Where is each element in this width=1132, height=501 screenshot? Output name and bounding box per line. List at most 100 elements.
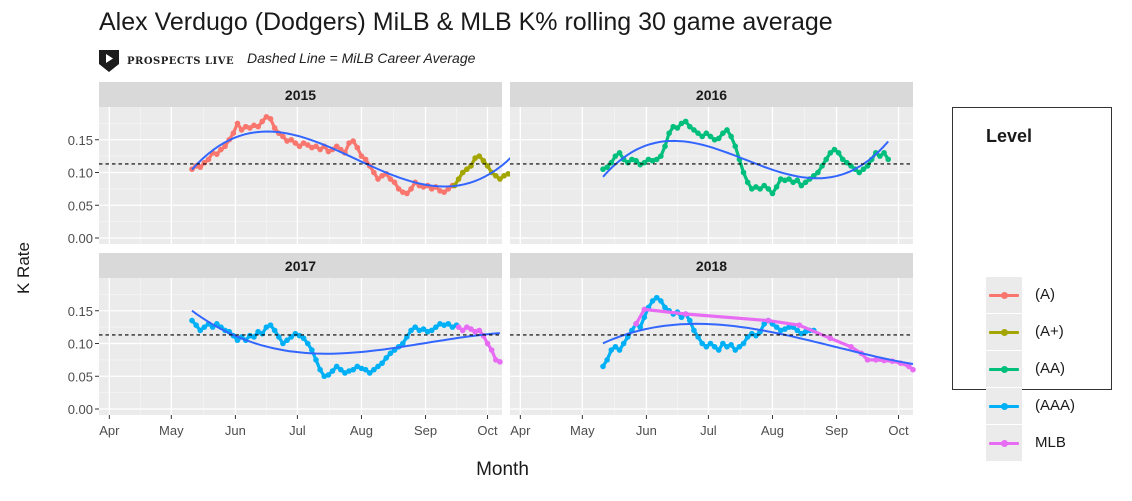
data-point: [480, 157, 487, 164]
logo-text: PROSPECTS LIVE: [127, 55, 235, 67]
y-tick-label: 0.10: [68, 337, 93, 352]
data-point: [214, 151, 220, 157]
data-point: [408, 186, 414, 192]
data-point: [687, 123, 693, 130]
data-point: [259, 118, 266, 125]
data-point: [604, 357, 610, 363]
data-point: [271, 327, 278, 334]
data-point: [317, 146, 323, 153]
data-point: [476, 153, 483, 159]
data-point: [753, 332, 759, 339]
data-point: [255, 123, 261, 130]
facet-strip: [99, 253, 502, 278]
data-point: [300, 335, 307, 342]
data-point: [280, 133, 286, 140]
data-point: [703, 130, 710, 136]
data-point: [333, 363, 340, 370]
legend-title: Level: [986, 126, 1033, 146]
panel-background: [99, 107, 502, 244]
data-point: [625, 334, 631, 340]
data-point: [612, 153, 619, 159]
data-point: [404, 334, 410, 340]
data-point: [362, 366, 369, 373]
x-tick-label: Jul: [289, 423, 306, 438]
data-point: [608, 159, 615, 166]
data-point: [773, 324, 780, 330]
data-point: [222, 143, 228, 150]
smooth-trend-line: [191, 130, 513, 188]
x-tick-label: Oct: [477, 423, 498, 438]
data-point: [616, 150, 623, 156]
data-point: [662, 143, 668, 150]
data-point: [325, 372, 332, 378]
data-point: [724, 127, 730, 133]
data-point: [827, 335, 834, 342]
data-point: [497, 176, 503, 182]
data-point: [333, 143, 340, 150]
data-point: [193, 322, 199, 328]
data-point: [404, 190, 410, 197]
data-point: [276, 334, 282, 340]
data-point: [711, 343, 718, 350]
data-point: [604, 164, 610, 171]
legend-item-a-plus: (A+): [986, 314, 1106, 350]
facet-title: 2017: [285, 258, 316, 274]
data-point: [720, 130, 726, 136]
data-point: [653, 156, 660, 163]
data-point: [666, 130, 672, 136]
panel-background: [99, 278, 502, 415]
smooth-trend-line: [602, 139, 889, 180]
y-tick-label: 0.00: [68, 402, 93, 417]
data-point: [819, 163, 825, 169]
data-point: [292, 140, 299, 146]
data-point: [362, 156, 369, 163]
data-point: [350, 366, 357, 373]
data-point: [885, 156, 891, 163]
data-point: [765, 317, 772, 324]
prospects-live-logo: PROSPECTS LIVE: [99, 50, 234, 72]
x-tick-label: Aug: [350, 423, 373, 438]
data-point: [484, 163, 491, 169]
data-point: [197, 327, 204, 334]
legend-item-a: (A): [986, 277, 1106, 313]
data-point: [715, 135, 722, 142]
data-point: [794, 177, 801, 184]
data-point: [728, 342, 734, 348]
data-point: [391, 179, 398, 186]
data-point: [271, 125, 278, 131]
facet-title: 2015: [285, 87, 316, 103]
data-point: [765, 186, 772, 192]
y-tick-label: 0.05: [68, 369, 93, 384]
data-point: [464, 166, 470, 173]
data-point: [691, 127, 697, 133]
data-point: [653, 294, 660, 301]
data-point: [707, 340, 714, 347]
data-point: [740, 340, 747, 347]
data-point: [350, 138, 357, 144]
data-point: [612, 343, 619, 350]
smooth-trend-line: [191, 309, 500, 355]
data-point: [674, 125, 681, 131]
data-point: [637, 324, 643, 330]
data-point: [620, 340, 627, 347]
x-axis-label: Month: [476, 459, 529, 480]
data-point: [757, 186, 763, 192]
data-point: [703, 343, 710, 350]
legend-item-aaa: (AAA): [986, 388, 1106, 424]
y-tick-label: 0.10: [68, 166, 93, 181]
data-point: [218, 146, 224, 153]
y-tick-label: 0.00: [68, 231, 93, 246]
data-point: [455, 324, 462, 330]
legend-label: (AA): [1035, 360, 1065, 377]
data-point: [633, 321, 639, 327]
data-point: [687, 317, 693, 324]
x-tick-label: May: [159, 423, 184, 438]
data-point: [288, 136, 295, 143]
data-point: [433, 324, 439, 330]
data-point: [831, 146, 838, 153]
legend-label: (A+): [1035, 323, 1064, 340]
chart-subtitle: Dashed Line = MiLB Career Average: [247, 50, 476, 66]
data-point: [691, 327, 697, 334]
data-point: [284, 337, 290, 344]
data-point: [201, 324, 208, 330]
